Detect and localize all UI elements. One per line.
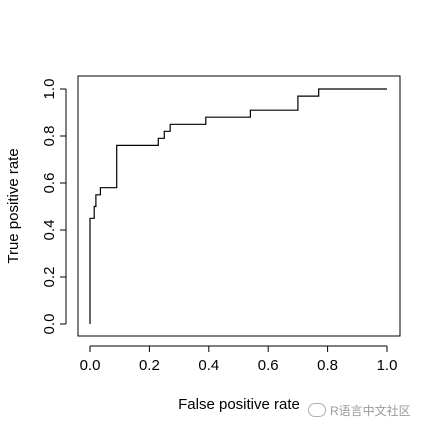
y-tick-label: 0.8: [41, 126, 58, 147]
watermark: R语言中文社区: [308, 402, 411, 419]
y-tick-label: 0.6: [41, 173, 58, 194]
x-tick-label: 0.4: [198, 357, 219, 374]
roc-curve-line: [89, 88, 387, 324]
x-tick-label: 1.0: [377, 357, 398, 374]
watermark-text: R语言中文社区: [330, 404, 411, 418]
x-tick-label: 0.8: [317, 357, 338, 374]
x-tick-label: 0.6: [258, 357, 279, 374]
x-axis-title: False positive rate: [178, 396, 300, 413]
y-tick-label: 0.4: [41, 220, 58, 241]
x-tick-label: 0.0: [80, 357, 101, 374]
y-tick-label: 0.0: [41, 314, 58, 335]
y-axis-title: True positive rate: [5, 148, 22, 263]
x-tick-label: 0.2: [139, 357, 160, 374]
plot-box: [77, 75, 401, 337]
wechat-icon: [308, 403, 326, 417]
x-axis: 0.0 0.2 0.4 0.6 0.8 1.0: [80, 345, 398, 374]
y-tick-label: 0.2: [41, 267, 58, 288]
y-tick-label: 1.0: [41, 79, 58, 100]
y-axis: 0.0 0.2 0.4 0.6 0.8 1.0: [41, 79, 67, 335]
